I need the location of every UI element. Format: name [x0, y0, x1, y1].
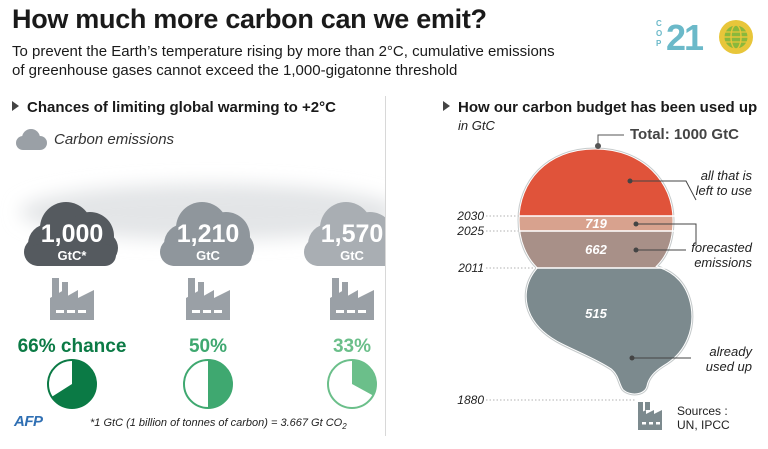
annotation-forecasted: forecasted emissions — [691, 240, 752, 270]
total-leader-line — [597, 134, 624, 146]
unit-label: in GtC — [458, 118, 495, 133]
leader-2030 — [636, 223, 697, 245]
year-label-2025: 2025 — [456, 224, 484, 238]
leader-dot-2025 — [633, 247, 639, 253]
chance-label: 33% — [333, 336, 371, 357]
factory-icon — [50, 278, 94, 320]
year-label-2030: 2030 — [456, 209, 484, 223]
cloud-legend-icon — [16, 129, 47, 150]
budget-outline — [516, 146, 695, 397]
factory-icon — [330, 278, 374, 320]
sources: Sources : UN, IPCC — [677, 404, 730, 432]
panel-divider — [385, 96, 386, 436]
right-panel-title: How our carbon budget has been used up — [443, 99, 757, 116]
legend-label: Carbon emissions — [54, 131, 175, 148]
total-leader-dot — [595, 143, 601, 149]
cop-number: 21 — [666, 17, 704, 58]
afp-logo: AFP — [14, 413, 43, 430]
footnote: *1 GtC (1 billion of tonnes of carbon) =… — [90, 417, 347, 432]
emissions-unit: GtC — [196, 248, 220, 263]
page-subtitle: To prevent the Earth’s temperature risin… — [12, 42, 612, 80]
emissions-unit: GtC* — [58, 248, 88, 263]
cop-letter-o: O — [656, 29, 662, 38]
left-panel-title: Chances of limiting global warming to +2… — [12, 99, 336, 116]
chance-label: 50% — [189, 336, 227, 357]
segment-label-662: 662 — [585, 242, 607, 257]
globe-icon — [719, 20, 753, 54]
triangle-bullet-icon — [12, 101, 19, 111]
segment-2025-2030 — [518, 216, 693, 231]
emissions-value: 1,570 — [321, 220, 384, 248]
pie-slice — [352, 360, 376, 396]
emissions-unit: GtC — [340, 248, 364, 263]
cloud-icon — [160, 202, 254, 266]
cop-letter-c: C — [656, 19, 662, 28]
annotation-left-to-use: all that is left to use — [696, 168, 753, 198]
segment-left-to-use — [518, 148, 693, 216]
cloud-icon — [304, 202, 385, 266]
cop21-logo: C O P 21 — [652, 12, 758, 62]
page-title: How much more carbon can we emit? — [12, 4, 487, 34]
cop21-logo-graphic: C O P 21 — [656, 17, 753, 58]
segment-already-used — [518, 268, 693, 395]
chance-label: 66% chance — [18, 336, 127, 357]
leader-left-to-use — [630, 180, 697, 201]
factory-icon — [186, 278, 230, 320]
cop-letter-p: P — [656, 39, 662, 48]
factory-icon — [638, 402, 662, 430]
year-label-1880: 1880 — [457, 393, 484, 407]
total-label: Total: 1000 GtC — [630, 126, 739, 143]
budget-outline-shadow — [517, 147, 694, 396]
triangle-bullet-icon — [443, 101, 450, 111]
sources-line-1: Sources : — [677, 404, 728, 418]
leader-dot-2030 — [633, 221, 639, 227]
segment-label-719: 719 — [585, 216, 607, 231]
cloud-icon — [24, 202, 118, 266]
pie-slice — [51, 360, 96, 409]
leader-dot-used — [629, 355, 635, 361]
emissions-value: 1,210 — [177, 220, 240, 248]
leader-dot-left — [627, 178, 633, 184]
pie-slice — [208, 360, 232, 408]
annotation-already-used: already used up — [706, 344, 754, 374]
subtitle-line-2: of greenhouse gases cannot exceed the 1,… — [12, 62, 458, 79]
subtitle-line-1: To prevent the Earth’s temperature risin… — [12, 43, 555, 60]
sources-line-2: UN, IPCC — [677, 418, 730, 432]
emissions-value: 1,000 — [41, 220, 104, 248]
year-label-2011: 2011 — [457, 261, 484, 275]
segment-label-515: 515 — [585, 306, 607, 321]
